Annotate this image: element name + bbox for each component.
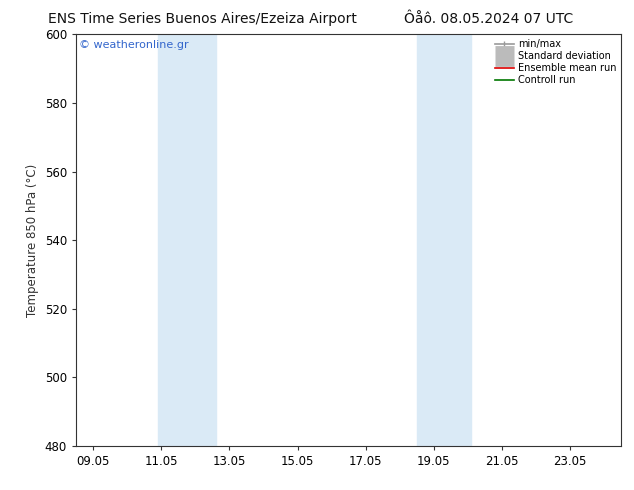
Bar	[417, 34, 472, 446]
Legend: min/max, Standard deviation, Ensemble mean run, Controll run: min/max, Standard deviation, Ensemble me…	[493, 37, 618, 87]
Text: Ôåô. 08.05.2024 07 UTC: Ôåô. 08.05.2024 07 UTC	[404, 12, 573, 26]
Text: ENS Time Series Buenos Aires/Ezeiza Airport: ENS Time Series Buenos Aires/Ezeiza Airp…	[48, 12, 358, 26]
Text: © weatheronline.gr: © weatheronline.gr	[79, 41, 188, 50]
Y-axis label: Temperature 850 hPa (°C): Temperature 850 hPa (°C)	[26, 164, 39, 317]
Bar	[158, 34, 216, 446]
